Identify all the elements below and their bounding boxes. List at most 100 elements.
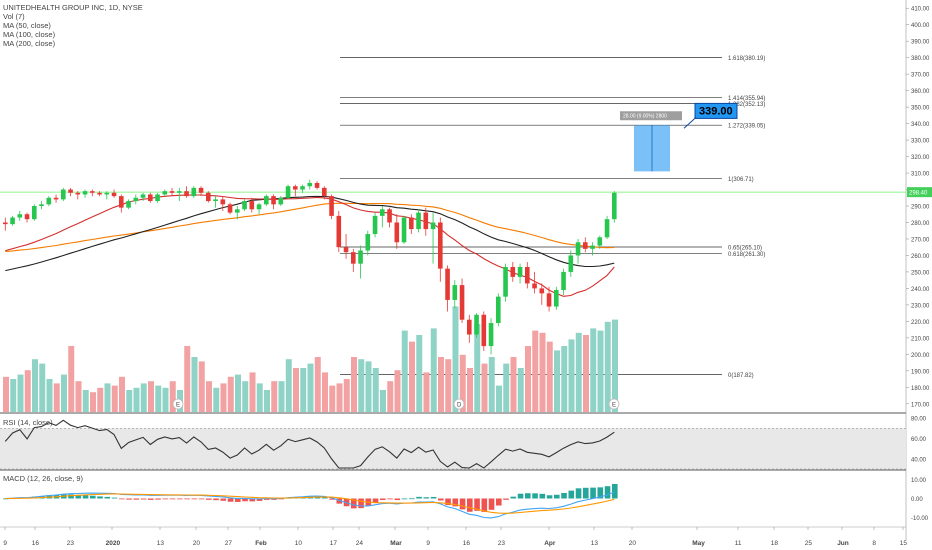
volume-bar xyxy=(314,357,321,412)
candle-body xyxy=(409,217,414,230)
legend-ma50: MA (50, close) xyxy=(3,21,51,30)
volume-bar xyxy=(17,374,24,412)
candle-body xyxy=(532,283,537,289)
fib-level-label: 1(306.71) xyxy=(728,177,754,183)
macd-histogram-bar xyxy=(148,498,154,500)
macd-histogram-bar xyxy=(510,496,517,499)
macd-histogram-bar xyxy=(169,498,176,500)
volume-bar xyxy=(488,357,495,412)
candle-body xyxy=(119,196,124,208)
candle-body xyxy=(452,285,458,300)
volume-bar xyxy=(140,383,147,412)
candle-body xyxy=(61,189,66,200)
volume-bar xyxy=(423,372,430,412)
volume-bar xyxy=(32,359,38,412)
volume-bar xyxy=(409,341,415,412)
x-tick-label: Apr xyxy=(544,540,556,547)
price-tick-label: 200.00 xyxy=(911,353,930,359)
price-tick-label: 360.00 xyxy=(911,89,930,95)
macd-histogram-bar xyxy=(358,498,364,509)
candle-body xyxy=(249,201,255,210)
macd-histogram-bar xyxy=(474,498,480,511)
candle-body xyxy=(525,266,530,284)
candle-body xyxy=(380,209,385,216)
macd-label: MACD (12, 26, close, 9) xyxy=(3,474,84,483)
price-tick-label: 240.00 xyxy=(911,287,930,293)
macd-histogram-bar xyxy=(235,498,241,502)
volume-bar xyxy=(343,379,350,412)
candle-body xyxy=(271,196,276,205)
macd-histogram-bar xyxy=(191,498,198,500)
macd-histogram-bar xyxy=(206,498,212,500)
macd-histogram-bar xyxy=(126,498,132,500)
candle-body xyxy=(568,255,574,272)
fib-level-label: 0.618(261.30) xyxy=(728,252,765,258)
macd-histogram-bar xyxy=(452,498,459,507)
price-tick-label: 190.00 xyxy=(911,369,930,375)
volume-bar xyxy=(90,392,96,412)
candle-body xyxy=(372,215,378,235)
macd-histogram-bar xyxy=(198,498,205,500)
volume-bar xyxy=(546,341,553,412)
candle-body xyxy=(438,222,443,269)
volume-bar xyxy=(561,346,568,412)
candle-body xyxy=(148,194,153,202)
candle-body xyxy=(82,191,88,195)
last-price-tag xyxy=(907,187,932,198)
macd-histogram-bar xyxy=(496,498,502,506)
volume-bar xyxy=(184,346,191,412)
candle-body xyxy=(445,268,450,300)
macd-histogram-bar xyxy=(336,498,343,504)
volume-bar xyxy=(148,381,154,412)
x-tick-label: 27 xyxy=(225,540,233,547)
volume-bar xyxy=(46,379,53,412)
candle-body xyxy=(220,199,226,205)
volume-bar xyxy=(372,368,379,412)
price-tick-label: 330.00 xyxy=(911,139,930,145)
volume-bar xyxy=(82,390,89,412)
macd-histogram-bar xyxy=(264,498,270,500)
x-tick-label: Feb xyxy=(255,540,267,547)
volume-bar xyxy=(416,335,423,412)
candle-body xyxy=(488,323,494,347)
macd-histogram-bar xyxy=(583,487,589,499)
macd-histogram-bar xyxy=(554,494,560,499)
volume-bar xyxy=(285,359,292,412)
macd-tick-label: -10.00 xyxy=(911,516,929,522)
macd-histogram-bar xyxy=(546,495,553,499)
macd-histogram-bar xyxy=(242,498,248,502)
x-tick-label: Mar xyxy=(390,540,402,547)
macd-histogram-bar xyxy=(329,498,335,500)
macd-histogram-bar xyxy=(488,498,495,510)
candle-body xyxy=(387,209,392,223)
volume-bar xyxy=(604,321,611,412)
volume-bar xyxy=(104,383,111,412)
volume-bar xyxy=(590,328,597,412)
volume-bar xyxy=(213,387,220,412)
volume-bar xyxy=(452,306,459,412)
candle-body xyxy=(227,204,233,213)
macd-histogram-bar xyxy=(184,498,190,500)
candle-body xyxy=(546,293,552,307)
macd-tick-label: 0.00 xyxy=(911,497,923,503)
volume-bar xyxy=(235,374,241,412)
rsi-tick-label: 40.00 xyxy=(911,457,927,463)
x-tick-label: 9 xyxy=(3,540,7,547)
x-tick-label: 8 xyxy=(872,540,876,547)
candle-body xyxy=(401,217,407,243)
legend-vol: Vol (7) xyxy=(3,12,25,21)
volume-bar xyxy=(227,376,234,412)
macd-histogram-bar xyxy=(416,496,422,499)
volume-bar xyxy=(53,383,60,412)
last-price-label: 298.40 xyxy=(909,191,928,197)
macd-histogram-bar xyxy=(372,498,379,503)
candle-body xyxy=(496,296,501,324)
fib-level-label: 0(187.82) xyxy=(728,373,754,379)
candle-body xyxy=(597,237,603,246)
price-tick-label: 390.00 xyxy=(911,40,930,46)
candle-body xyxy=(177,191,182,193)
candle-body xyxy=(612,192,617,220)
candle-body xyxy=(481,314,487,347)
macd-histogram-bar xyxy=(517,493,524,499)
